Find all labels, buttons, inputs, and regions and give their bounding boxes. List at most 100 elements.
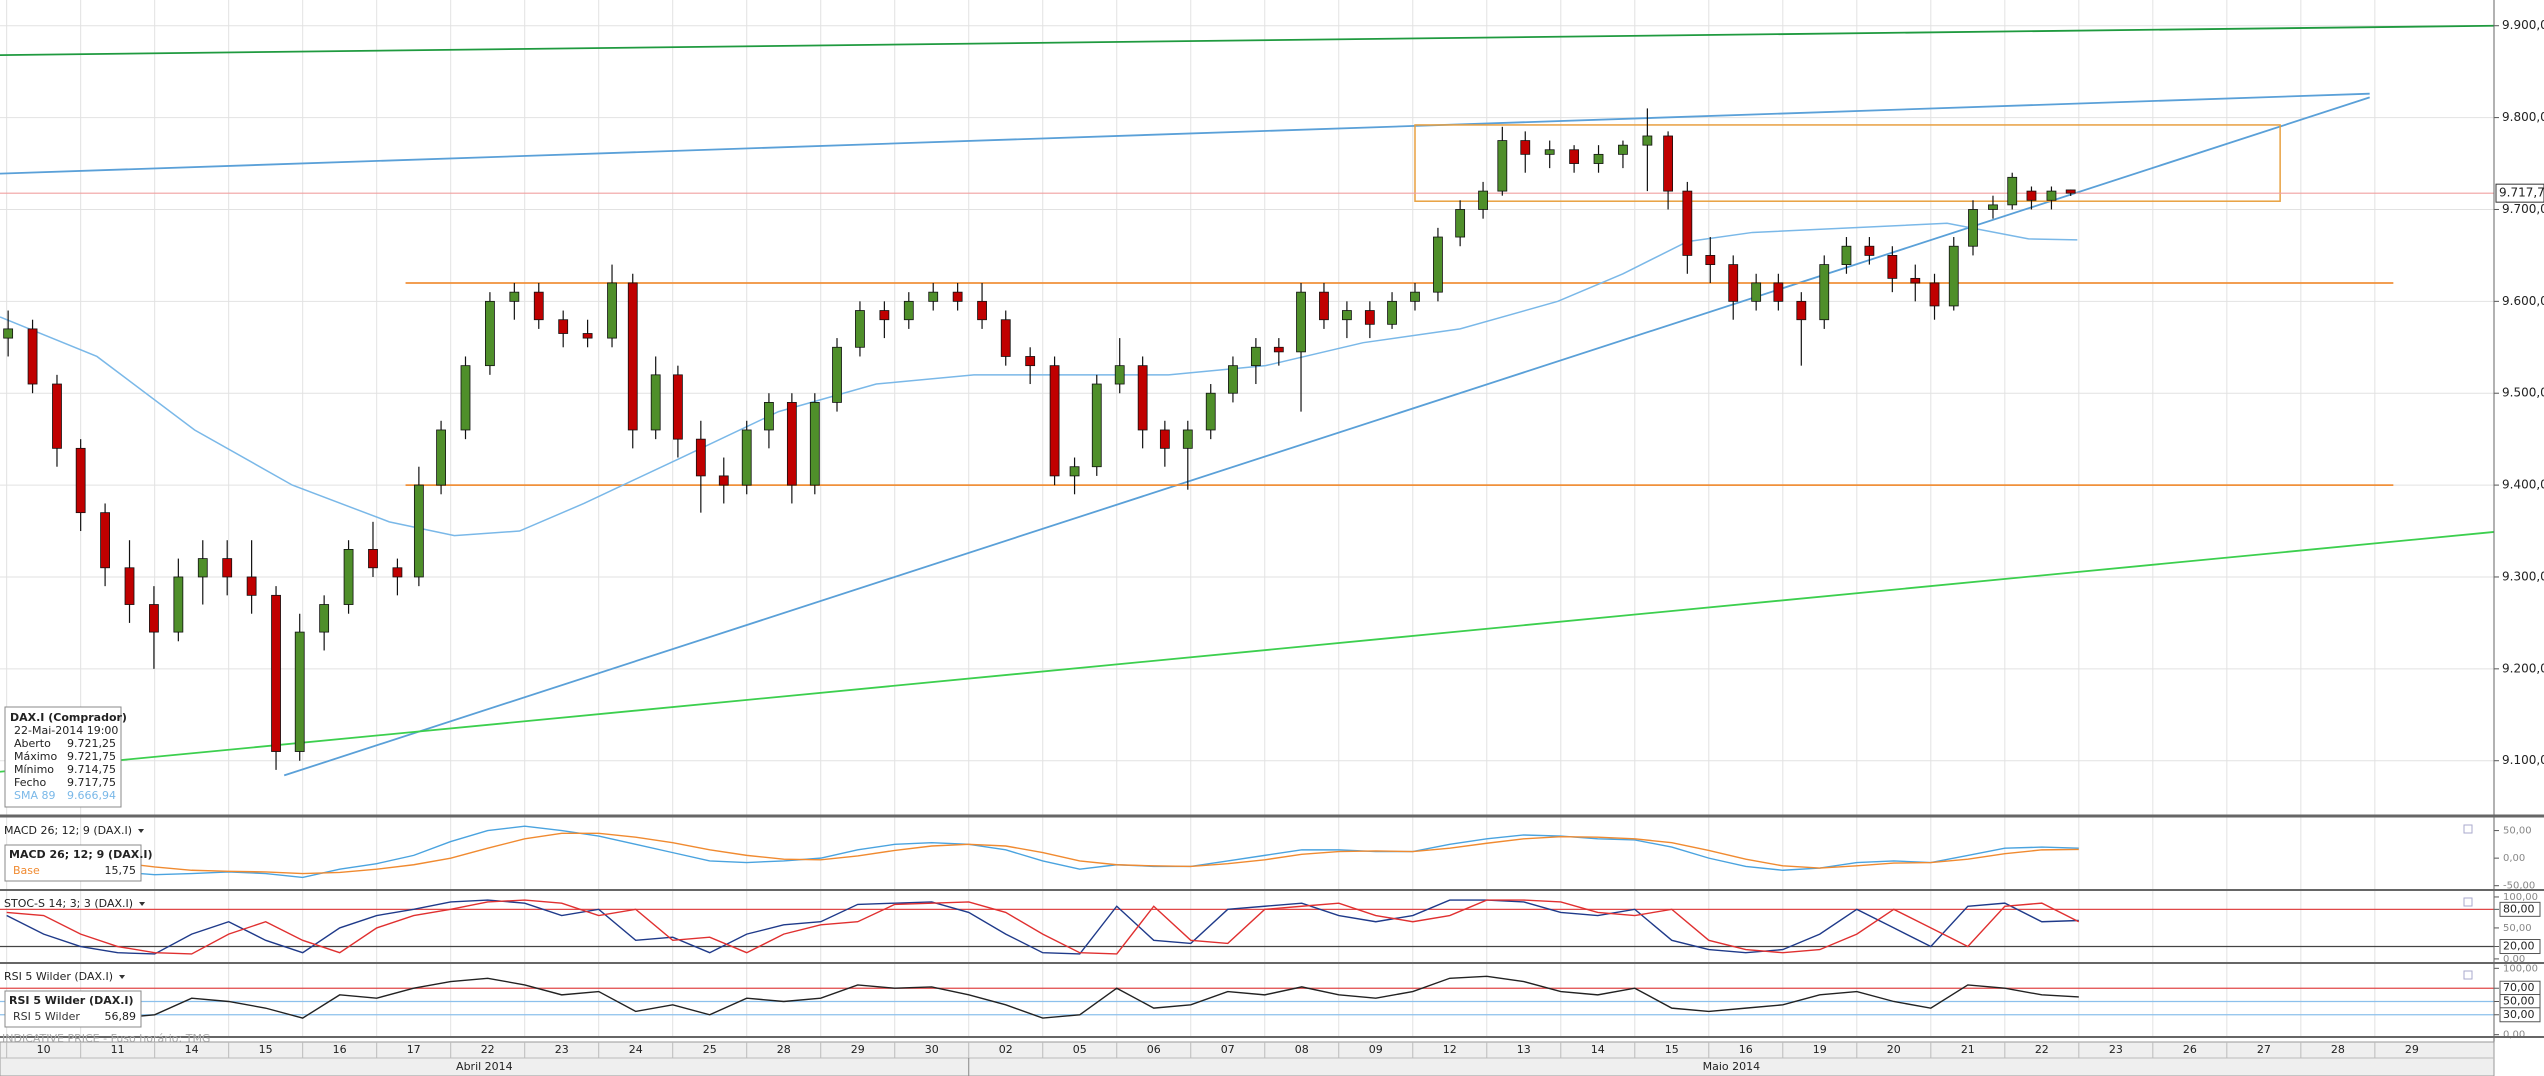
legend-item-value: 15,75 [105, 864, 137, 877]
x-tick-label: 08 [1295, 1043, 1309, 1056]
candle-body [294, 631, 305, 752]
y-tick-label: 0,00 [2503, 954, 2525, 965]
x-tick-label: 29 [2405, 1043, 2419, 1056]
candle-body [1948, 245, 1959, 307]
candle-body [1682, 190, 1693, 256]
pane-menu-arrow [139, 902, 146, 906]
x-tick-label: 14 [1591, 1043, 1605, 1056]
candle-body [855, 310, 865, 348]
x-tick-label: 11 [111, 1043, 125, 1056]
pane-label: MACD 26; 12; 9 (DAX.I) [4, 824, 132, 837]
legend-item-label: RSI 5 Wilder [13, 1010, 80, 1023]
candle-body [1364, 310, 1375, 325]
legend-item-value: 56,89 [105, 1010, 137, 1023]
y-tick-label: 100,00 [2503, 963, 2538, 974]
y-tick-label: 20,00 [2503, 940, 2535, 953]
indicator-line [6, 825, 2079, 879]
candle-body [197, 558, 208, 578]
candle-body [319, 604, 330, 633]
candle-body [809, 402, 820, 486]
info-label: Mínimo [14, 763, 54, 776]
candle-body [879, 310, 890, 321]
candle-body [533, 291, 544, 321]
y-tick-label: 9.900,00 [2502, 18, 2544, 32]
candle-body [607, 282, 617, 339]
x-tick-label: 28 [777, 1043, 791, 1056]
info-value: 9.721,75 [67, 750, 116, 763]
candle-body [173, 576, 184, 633]
info-box: DAX.I (Comprador)22-Mai-2014 19:00Aberto… [4, 706, 127, 808]
y-tick-label: 9.800,00 [2502, 110, 2544, 124]
x-tick-label: 16 [333, 1043, 347, 1056]
candle-body [977, 300, 987, 321]
tick-label-box [2499, 1007, 2541, 1023]
candle-body [1069, 466, 1080, 477]
indicator-line [6, 899, 2080, 955]
candle-body [485, 300, 495, 367]
month-label: Maio 2014 [1703, 1060, 1761, 1073]
candle-body [1968, 209, 1978, 247]
candle-body [1929, 282, 1940, 307]
candle-body [786, 402, 797, 486]
candle-body [1642, 135, 1653, 146]
candle-body [1544, 149, 1555, 155]
tick-label-box [2499, 939, 2541, 955]
trend-line [0, 92, 2370, 175]
x-tick-label: 12 [1443, 1043, 1457, 1056]
x-tick-label: 06 [1147, 1043, 1161, 1056]
trend-line [0, 24, 2495, 57]
y-tick-label: 30,00 [2503, 1008, 2535, 1021]
info-label: Fecho [14, 776, 47, 789]
candle-body [832, 346, 842, 403]
candle-body [1049, 365, 1060, 477]
candle-body [903, 300, 914, 321]
x-tick-label: 19 [1813, 1043, 1827, 1056]
candle-body [1751, 282, 1762, 302]
candle-body [1728, 264, 1739, 302]
pane-icon [2463, 897, 2473, 907]
x-tick-label: 16 [1739, 1043, 1753, 1056]
candle-body [52, 383, 62, 449]
candle-body [343, 549, 354, 605]
y-tick-label: 0,00 [2503, 853, 2525, 864]
candle-body [1618, 144, 1628, 155]
candle-body [1091, 383, 1102, 468]
x-tick-label: 20 [1887, 1043, 1901, 1056]
candle-body [1593, 153, 1604, 164]
candle-body [1182, 429, 1193, 449]
candle-body [1773, 282, 1784, 302]
y-tick-label: 0,00 [2503, 1030, 2525, 1041]
x-tick-label: 23 [2109, 1043, 2123, 1056]
y-tick-label: 9.200,00 [2502, 661, 2544, 675]
x-tick-label: 22 [2035, 1043, 2049, 1056]
candle-body [718, 475, 729, 486]
candle-body [1796, 300, 1807, 321]
candle-body [1114, 365, 1125, 385]
candle-body [1478, 190, 1488, 210]
candle-body [1663, 135, 1673, 192]
candle-body [222, 558, 233, 578]
x-tick-label: 25 [703, 1043, 717, 1056]
candle-body [1410, 291, 1420, 302]
legend-box [4, 990, 142, 1028]
candle-body [460, 365, 471, 431]
candle-body [1319, 291, 1329, 321]
y-tick-label: 9.500,00 [2502, 386, 2544, 400]
candle-body [1387, 300, 1397, 325]
indicator-line [6, 899, 2079, 955]
candle-body [1342, 310, 1352, 321]
y-tick-label: 9.600,00 [2502, 294, 2544, 308]
pane-menu-arrow [119, 975, 126, 979]
candle-body [1455, 209, 1466, 238]
trend-line [283, 96, 2370, 777]
info-value: 9.666,94 [67, 789, 116, 802]
candle-body [558, 319, 569, 334]
candle-body [2007, 176, 2018, 206]
candle-body [1841, 245, 1852, 265]
pane-label: RSI 5 Wilder (DAX.I) [4, 970, 113, 983]
y-tick-label: 9.400,00 [2502, 478, 2544, 492]
y-tick-label: 9.700,00 [2502, 202, 2544, 216]
candle-body [2046, 190, 2057, 201]
candle-body [436, 429, 446, 486]
info-date: 22-Mai-2014 19:00 [14, 724, 118, 737]
